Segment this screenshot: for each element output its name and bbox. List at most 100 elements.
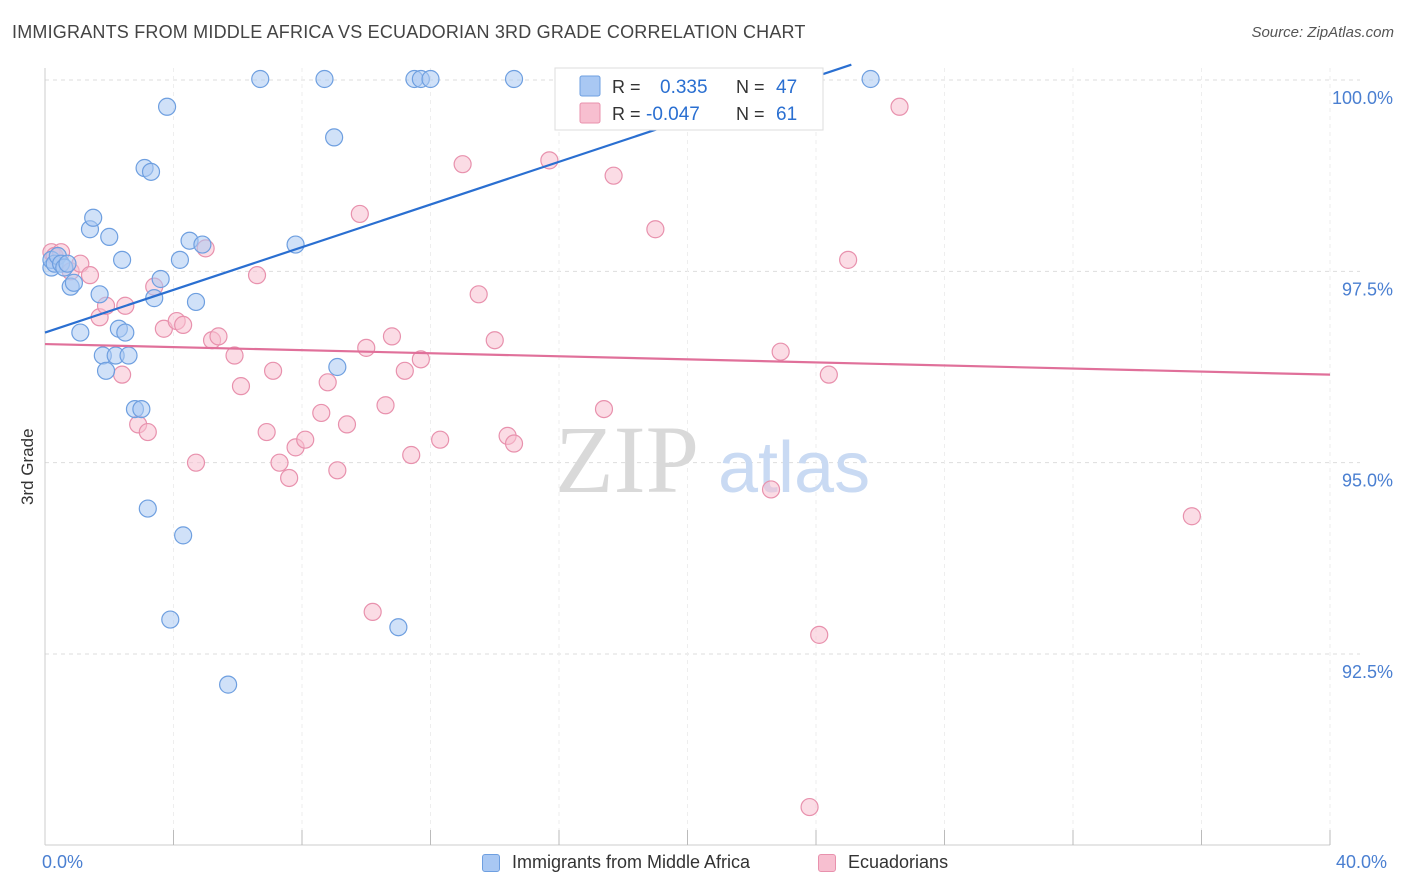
point-middle-africa: [251, 69, 270, 89]
point-middle-africa: [100, 227, 119, 246]
point-middle-africa: [174, 526, 193, 545]
point-ecuadorian: [485, 331, 504, 350]
point-middle-africa: [193, 235, 212, 254]
point-ecuadorian: [376, 396, 395, 415]
point-ecuadorian: [890, 97, 909, 116]
point-middle-africa: [325, 128, 344, 147]
legend-n-value-2: 61: [776, 104, 797, 125]
point-ecuadorian: [80, 266, 100, 285]
bottom-legend-swatch-blue: [482, 853, 500, 872]
y-tick-label: 92.5%: [1342, 662, 1393, 682]
point-ecuadorian: [819, 365, 838, 384]
bottom-legend: Immigrants from Middle Africa Ecuadorian…: [0, 852, 1406, 878]
y-axis-label-wrap: 3rd Grade: [18, 428, 38, 605]
legend-r-label-1: R =: [612, 77, 641, 97]
point-ecuadorian: [382, 327, 402, 346]
legend-r-value-1: 0.335: [660, 77, 708, 98]
point-middle-africa: [64, 273, 84, 292]
axis-layer: [44, 68, 1331, 846]
legend-swatch-blue: [579, 75, 601, 97]
watermark-zip: ZIP: [555, 406, 699, 513]
point-ecuadorian: [411, 350, 430, 369]
point-ecuadorian: [402, 445, 421, 465]
watermark: ZIP atlas: [555, 406, 870, 513]
bottom-legend-item-pink: Ecuadorians: [818, 852, 948, 873]
legend-n-label-2: N =: [736, 104, 765, 124]
point-ecuadorian: [257, 422, 276, 442]
point-middle-africa: [421, 69, 440, 89]
point-ecuadorian: [504, 434, 524, 453]
point-middle-africa: [141, 162, 161, 181]
bottom-legend-swatch-pink: [818, 853, 836, 872]
point-ecuadorian: [395, 361, 414, 380]
point-ecuadorian: [363, 602, 382, 622]
point-middle-africa: [96, 361, 116, 380]
point-ecuadorian: [771, 342, 790, 361]
point-ecuadorian: [112, 365, 132, 384]
point-ecuadorian: [328, 461, 347, 480]
y-axis-label: 3rd Grade: [18, 428, 37, 505]
legend-swatch-pink: [579, 102, 601, 124]
trendline-ecuadorian: [44, 342, 1331, 376]
y-tick-label: 100.0%: [1332, 88, 1393, 108]
point-ecuadorian: [296, 430, 315, 449]
point-middle-africa: [328, 357, 347, 377]
point-ecuadorian: [350, 204, 369, 224]
point-ecuadorian: [209, 327, 228, 346]
point-middle-africa: [112, 250, 132, 269]
point-middle-africa: [84, 208, 103, 227]
point-middle-africa: [58, 254, 77, 273]
point-ecuadorian: [469, 285, 488, 304]
point-middle-africa: [170, 250, 190, 269]
point-ecuadorian: [312, 403, 331, 423]
point-middle-africa: [186, 292, 206, 312]
legend-n-label-1: N =: [736, 77, 765, 97]
grid-layer: [45, 68, 1360, 830]
point-middle-africa: [389, 618, 408, 637]
point-middle-africa: [161, 610, 180, 629]
point-middle-africa: [90, 285, 109, 304]
chart-source: Source: ZipAtlas.com: [1251, 24, 1394, 41]
bottom-legend-item-blue: Immigrants from Middle Africa: [482, 852, 750, 873]
point-middle-africa: [119, 346, 138, 365]
point-middle-africa: [157, 97, 177, 116]
point-middle-africa: [116, 323, 135, 342]
point-middle-africa: [504, 69, 524, 89]
x-tick-label-min: 0.0%: [42, 852, 84, 872]
watermark-atlas: atlas: [718, 428, 870, 508]
y-tick-label: 95.0%: [1342, 471, 1393, 491]
point-ecuadorian: [186, 453, 206, 472]
legend-r-value-2: -0.047: [646, 104, 700, 125]
point-ecuadorian: [357, 338, 376, 357]
point-middle-africa: [132, 399, 151, 419]
point-ecuadorian: [231, 377, 251, 396]
point-ecuadorian: [270, 453, 289, 472]
point-middle-africa: [861, 69, 880, 89]
point-middle-africa: [138, 499, 157, 518]
point-ecuadorian: [761, 480, 781, 499]
point-ecuadorian: [1182, 507, 1201, 526]
point-ecuadorian: [263, 361, 283, 380]
point-ecuadorian: [810, 625, 829, 644]
y-tick-labels: 92.5% 95.0% 97.5% 100.0%: [1332, 88, 1393, 682]
point-ecuadorian: [280, 468, 299, 488]
legend-n-value-1: 47: [776, 77, 797, 98]
point-ecuadorian: [431, 430, 450, 449]
point-ecuadorian: [174, 315, 193, 335]
point-ecuadorian: [318, 373, 337, 392]
point-ecuadorian: [604, 166, 623, 185]
point-ecuadorian: [646, 220, 665, 239]
inset-legend: R = 0.335 N = 47 R = -0.047 N = 61: [554, 67, 824, 131]
bottom-legend-label-blue: Immigrants from Middle Africa: [512, 852, 751, 872]
point-ecuadorian: [247, 266, 267, 285]
y-tick-label: 97.5%: [1342, 279, 1393, 299]
legend-r-label-2: R =: [612, 104, 641, 124]
point-ecuadorian: [800, 797, 819, 817]
x-tick-label-max: 40.0%: [1336, 852, 1388, 872]
point-middle-africa: [219, 675, 238, 694]
point-middle-africa: [151, 269, 170, 289]
point-ecuadorian: [839, 250, 858, 269]
point-middle-africa: [315, 69, 334, 89]
point-ecuadorian: [138, 422, 157, 442]
